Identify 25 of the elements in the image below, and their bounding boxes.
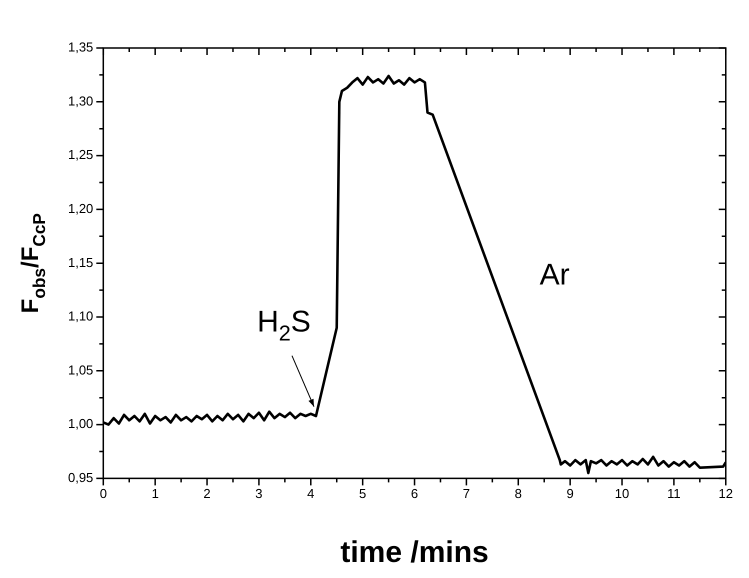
x-tick-label: 9 bbox=[566, 486, 574, 501]
x-tick-label: 0 bbox=[100, 486, 107, 501]
y-tick-label: 1,25 bbox=[68, 147, 94, 162]
x-tick-label: 3 bbox=[255, 486, 263, 501]
x-tick-label: 6 bbox=[410, 486, 418, 501]
y-axis-title: Fobs/FCcP bbox=[17, 213, 50, 314]
y-tick-label: 1,10 bbox=[68, 308, 94, 324]
annotation: Ar bbox=[540, 258, 570, 292]
x-tick-label: 2 bbox=[203, 486, 211, 501]
y-tick-label: 1,30 bbox=[68, 93, 94, 108]
x-tick-label: 11 bbox=[667, 486, 681, 501]
x-tick-label: 5 bbox=[359, 486, 366, 501]
x-tick-label: 1 bbox=[152, 486, 159, 501]
x-axis-title: time /mins bbox=[340, 536, 489, 569]
y-tick-label: 0,95 bbox=[68, 470, 94, 485]
x-tick-label: 7 bbox=[462, 486, 470, 501]
y-tick-label: 1,05 bbox=[68, 362, 94, 378]
y-tick-label: 1,00 bbox=[68, 416, 94, 432]
y-tick-label: 1,15 bbox=[68, 254, 94, 270]
x-tick-label: 10 bbox=[614, 486, 630, 501]
y-tick-label: 1,35 bbox=[68, 40, 94, 55]
y-tick-label: 1,20 bbox=[68, 200, 94, 216]
x-tick-label: 4 bbox=[307, 486, 314, 501]
x-tick-label: 8 bbox=[514, 486, 522, 501]
x-tick-label: 12 bbox=[718, 486, 734, 501]
